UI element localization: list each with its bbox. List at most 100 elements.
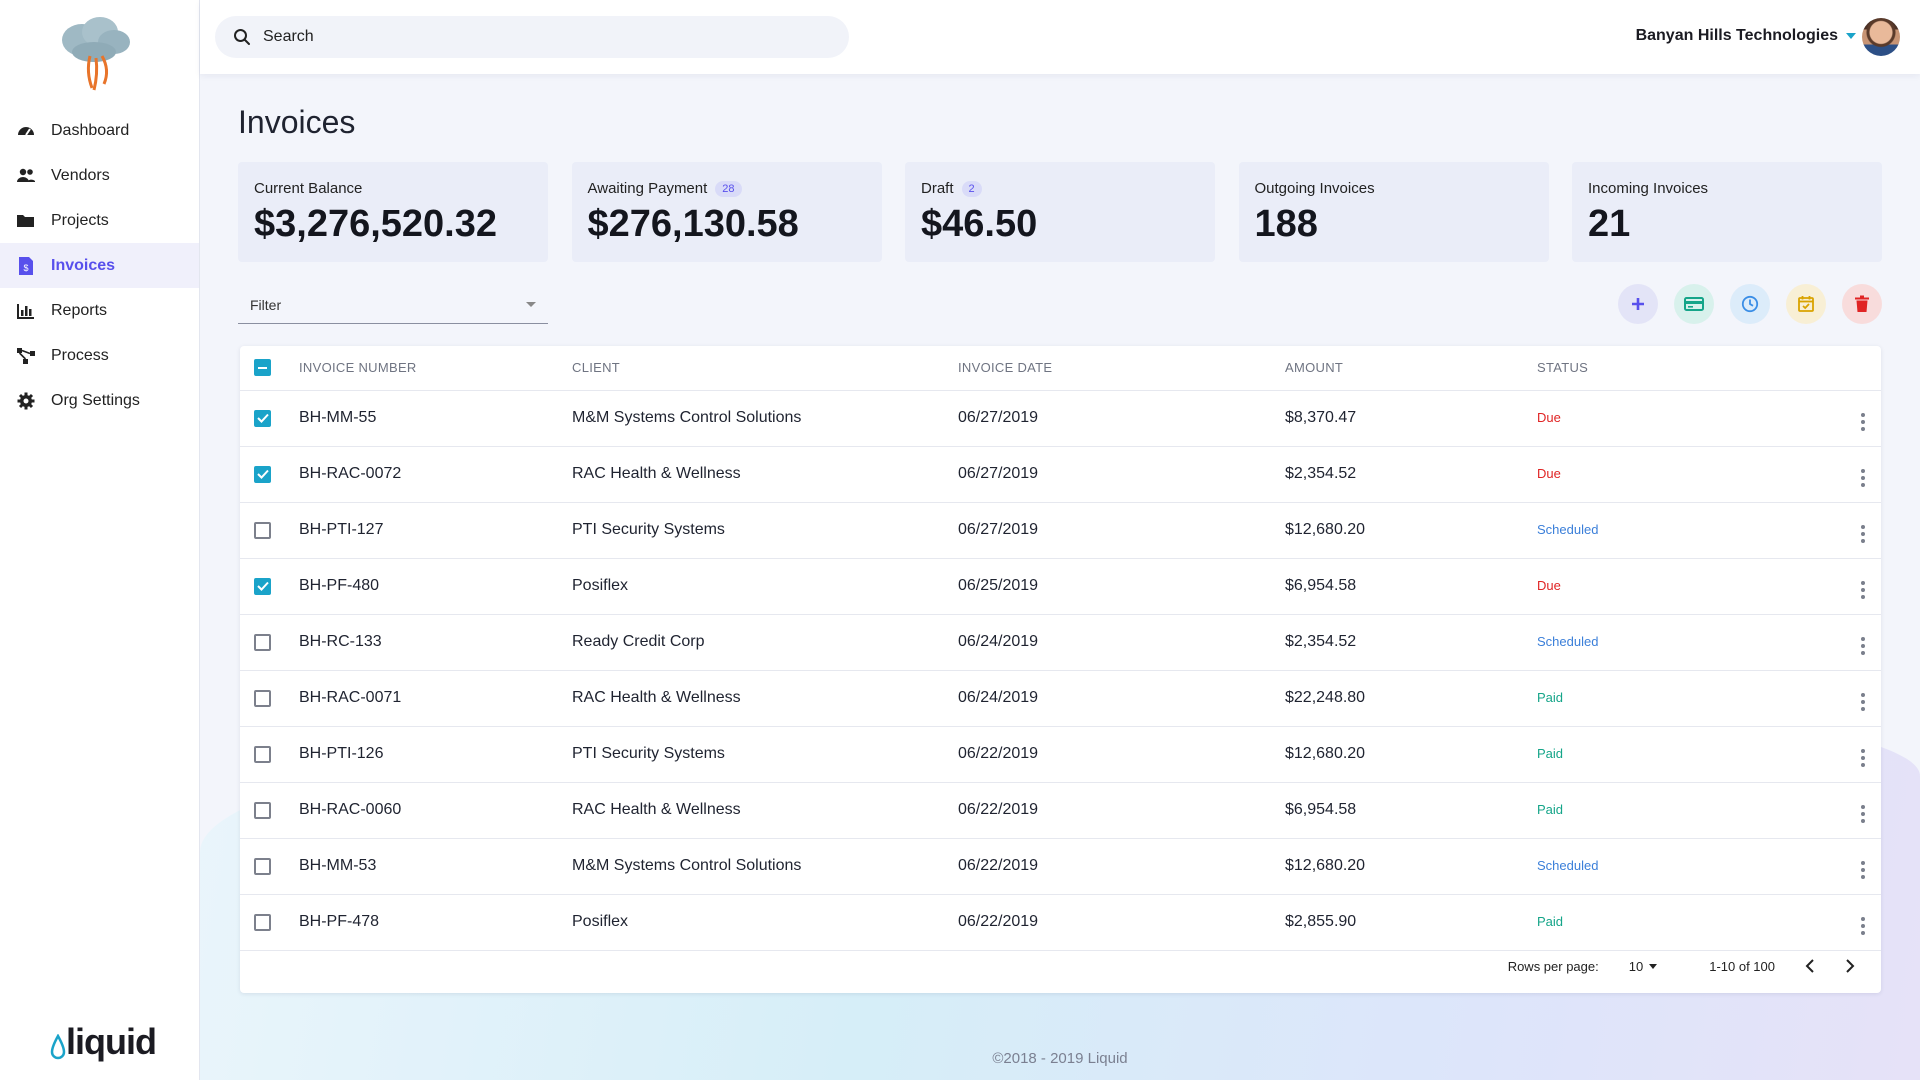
table-row[interactable]: BH-PTI-127 PTI Security Systems 06/27/2019… [240,502,1881,559]
invoice-number[interactable]: BH-MM-53 [299,838,572,895]
more-vert-icon[interactable] [1861,859,1865,880]
table-row[interactable]: BH-PF-478 Posiflex 06/22/2019 $2,855.90 Paid [240,894,1881,951]
row-checkbox[interactable] [254,633,271,651]
invoice-icon: $ [16,256,36,276]
more-vert-icon[interactable] [1861,523,1865,544]
status-badge: Due [1537,578,1561,593]
invoice-number[interactable]: BH-PF-480 [299,558,572,615]
more-vert-icon[interactable] [1861,411,1865,432]
invoice-number[interactable]: BH-PTI-127 [299,502,572,559]
table-header-row: INVOICE NUMBER CLIENT INVOICE DATE AMOUN… [240,346,1881,391]
invoice-amount: $2,354.52 [1285,446,1537,503]
summary-cards: Current Balance $3,276,520.32 Awaiting Pay… [238,162,1882,262]
invoice-date: 06/27/2019 [958,390,1285,447]
org-switcher[interactable]: Banyan Hills Technologies [1636,27,1856,45]
invoice-date: 06/24/2019 [958,614,1285,671]
invoice-amount: $2,354.52 [1285,614,1537,671]
credit-card-button[interactable] [1674,284,1714,324]
table-row[interactable]: BH-RAC-0060 RAC Health & Wellness 06/22/20… [240,782,1881,839]
next-page-button[interactable] [1839,955,1861,977]
stat-card-value: $46.50 [921,203,1038,245]
row-checkbox[interactable] [254,745,271,763]
sidebar-item-vendors[interactable]: Vendors [0,153,199,198]
table-row[interactable]: BH-RAC-0072 RAC Health & Wellness 06/27/20… [240,446,1881,503]
select-all-checkbox[interactable] [254,359,271,377]
table-row[interactable]: BH-PTI-126 PTI Security Systems 06/22/2019… [240,726,1881,783]
sidebar-item-projects[interactable]: Projects [0,198,199,243]
invoice-number[interactable]: BH-PTI-126 [299,726,572,783]
header-invoice-number[interactable]: INVOICE NUMBER [299,346,572,391]
people-icon [16,166,36,186]
more-vert-icon[interactable] [1861,579,1865,600]
sidebar-item-dashboard[interactable]: Dashboard [0,108,199,153]
table-row[interactable]: BH-MM-55 M&M Systems Control Solutions 06/… [240,390,1881,447]
plus-button[interactable] [1618,284,1658,324]
row-checkbox[interactable] [254,409,271,427]
row-checkbox[interactable] [254,577,271,595]
rows-per-page-label: Rows per page: [1507,958,1599,974]
sidebar-item-process[interactable]: Process [0,333,199,378]
count-badge: 2 [961,180,982,197]
client-name: Posiflex [572,894,958,951]
stat-card-label: Outgoing Invoices [1254,180,1375,197]
check-icon [256,413,269,423]
header-amount[interactable]: AMOUNT [1285,346,1537,391]
search-icon[interactable] [233,28,251,46]
check-icon [256,469,269,479]
header-client[interactable]: CLIENT [572,346,958,391]
invoice-number[interactable]: BH-RAC-0072 [299,446,572,503]
prev-page-button[interactable] [1799,955,1821,977]
sidebar-item-label: Dashboard [51,121,130,139]
clock-button[interactable] [1730,284,1770,324]
invoice-number[interactable]: BH-PF-478 [299,894,572,951]
more-vert-icon[interactable] [1861,915,1865,936]
invoice-number[interactable]: BH-RC-133 [299,614,572,671]
table-row[interactable]: BH-PF-480 Posiflex 06/25/2019 $6,954.58 Due [240,558,1881,615]
row-checkbox[interactable] [254,857,271,875]
invoice-date: 06/27/2019 [958,502,1285,559]
sidebar-item-reports[interactable]: Reports [0,288,199,333]
more-vert-icon[interactable] [1861,747,1865,768]
table-row[interactable]: BH-MM-53 M&M Systems Control Solutions 06/… [240,838,1881,895]
stat-card-label: Draft [921,180,954,197]
filter-label: Filter [250,296,282,313]
table-row[interactable]: BH-RC-133 Ready Credit Corp 06/24/2019 $2,3… [240,614,1881,671]
invoice-date: 06/22/2019 [958,838,1285,895]
header-invoice-date[interactable]: INVOICE DATE [958,346,1285,391]
client-name: PTI Security Systems [572,502,958,559]
clock-icon [1741,295,1759,313]
chevron-right-icon [1846,959,1855,973]
sidebar-item-invoices[interactable]: $ Invoices [0,243,199,288]
calendar-check-button[interactable] [1786,284,1826,324]
sidebar-item-org-settings[interactable]: Org Settings [0,378,199,423]
more-vert-icon[interactable] [1861,803,1865,824]
stat-card-label: Awaiting Payment [587,180,708,197]
header-status[interactable]: STATUS [1537,346,1837,391]
invoice-amount: $12,680.20 [1285,502,1537,559]
stat-card-value: 21 [1588,203,1631,245]
trash-button[interactable] [1842,284,1882,324]
filter-select[interactable]: Filter [238,286,548,324]
rows-per-page-select[interactable]: 10 [1629,959,1658,974]
client-name: RAC Health & Wellness [572,782,958,839]
row-checkbox[interactable] [254,521,271,539]
more-vert-icon[interactable] [1861,467,1865,488]
invoice-number[interactable]: BH-RAC-0071 [299,670,572,727]
invoice-amount: $6,954.58 [1285,558,1537,615]
row-checkbox[interactable] [254,801,271,819]
row-checkbox[interactable] [254,689,271,707]
client-name: PTI Security Systems [572,726,958,783]
stat-card-current-balance: Current Balance $3,276,520.32 [238,162,548,262]
more-vert-icon[interactable] [1861,635,1865,656]
plus-icon [1630,296,1646,312]
invoice-number[interactable]: BH-MM-55 [299,390,572,447]
more-vert-icon[interactable] [1861,691,1865,712]
status-badge: Scheduled [1537,858,1599,873]
search-input[interactable] [263,28,823,46]
avatar[interactable] [1862,18,1900,56]
table-row[interactable]: BH-RAC-0071 RAC Health & Wellness 06/24/20… [240,670,1881,727]
row-checkbox[interactable] [254,913,271,931]
invoice-number[interactable]: BH-RAC-0060 [299,782,572,839]
invoice-date: 06/22/2019 [958,894,1285,951]
row-checkbox[interactable] [254,465,271,483]
